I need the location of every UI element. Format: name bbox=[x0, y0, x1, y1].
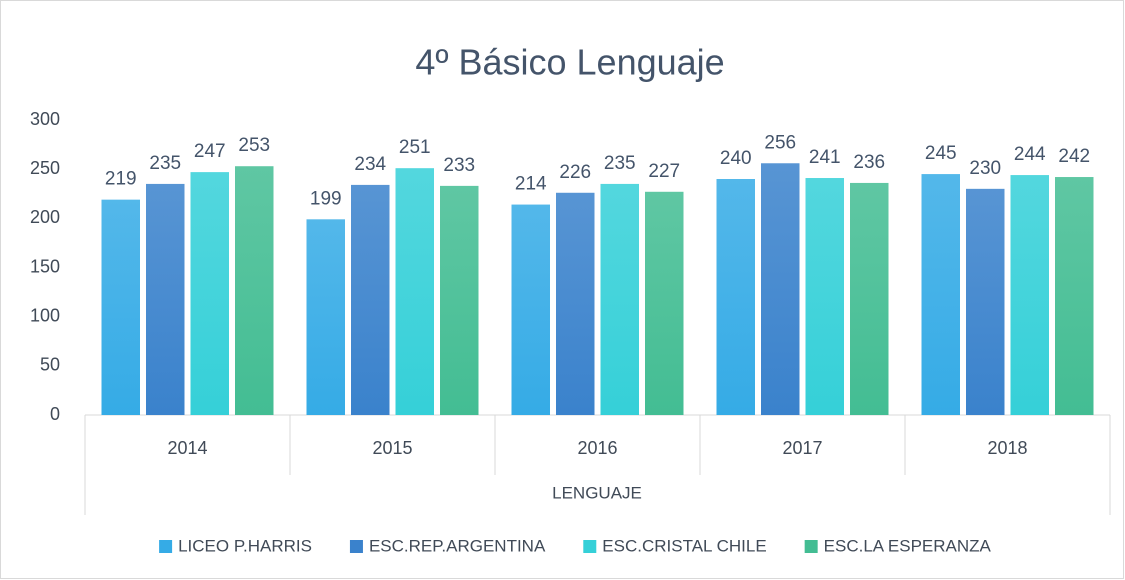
value-label: 199 bbox=[310, 188, 342, 209]
value-label: 219 bbox=[105, 169, 137, 190]
bar bbox=[440, 185, 479, 415]
value-label: 234 bbox=[354, 154, 386, 175]
bar bbox=[805, 178, 844, 415]
x-tick-label: 2017 bbox=[782, 438, 822, 458]
value-label: 233 bbox=[443, 155, 475, 176]
value-label: 251 bbox=[399, 137, 431, 158]
bar bbox=[146, 183, 185, 415]
value-label: 214 bbox=[515, 174, 547, 195]
bar bbox=[511, 204, 550, 415]
bar bbox=[921, 174, 960, 415]
bar bbox=[306, 219, 345, 415]
bar bbox=[190, 172, 229, 415]
legend-label: ESC.CRISTAL CHILE bbox=[602, 536, 766, 555]
bar bbox=[395, 168, 434, 415]
value-label: 230 bbox=[969, 158, 1001, 179]
x-axis-label: LENGUAJE bbox=[552, 483, 642, 502]
bar bbox=[1055, 177, 1094, 415]
bar bbox=[1010, 175, 1049, 415]
value-label: 241 bbox=[809, 147, 841, 168]
value-label: 256 bbox=[764, 132, 796, 153]
value-label: 227 bbox=[648, 161, 680, 182]
y-tick-label: 50 bbox=[40, 355, 60, 375]
bar bbox=[850, 182, 889, 415]
legend-swatch bbox=[349, 540, 363, 553]
y-tick-label: 250 bbox=[30, 158, 60, 178]
bar bbox=[600, 183, 639, 415]
x-tick-label: 2015 bbox=[372, 438, 412, 458]
value-label: 244 bbox=[1014, 144, 1046, 165]
value-label: 235 bbox=[604, 153, 636, 174]
chart-title: 4º Básico Lenguaje bbox=[415, 42, 724, 83]
bar bbox=[235, 166, 274, 415]
legend-label: LICEO P.HARRIS bbox=[178, 536, 312, 555]
y-tick-label: 100 bbox=[30, 305, 60, 325]
bar bbox=[966, 188, 1005, 415]
legend-item: LICEO P.HARRIS bbox=[159, 536, 312, 555]
x-tick-label: 2016 bbox=[577, 438, 617, 458]
value-label: 226 bbox=[559, 162, 591, 183]
legend-label: ESC.LA ESPERANZA bbox=[824, 536, 992, 555]
bar bbox=[761, 163, 800, 415]
x-tick-label: 2014 bbox=[167, 438, 207, 458]
legend-swatch bbox=[583, 540, 597, 553]
y-tick-label: 300 bbox=[30, 109, 60, 129]
bar bbox=[351, 184, 390, 415]
legend-item: ESC.LA ESPERANZA bbox=[804, 536, 992, 555]
value-label: 253 bbox=[238, 135, 270, 156]
bar bbox=[645, 191, 684, 415]
legend-item: ESC.CRISTAL CHILE bbox=[583, 536, 767, 555]
y-tick-label: 150 bbox=[30, 256, 60, 276]
bar bbox=[101, 199, 140, 415]
value-label: 240 bbox=[720, 148, 752, 169]
value-label: 235 bbox=[149, 153, 181, 174]
value-label: 247 bbox=[194, 141, 226, 162]
bar bbox=[556, 192, 595, 415]
value-label: 245 bbox=[925, 143, 957, 164]
legend-label: ESC.REP.ARGENTINA bbox=[369, 536, 546, 555]
legend-swatch bbox=[159, 540, 173, 553]
x-tick-label: 2018 bbox=[987, 438, 1027, 458]
bar bbox=[716, 179, 755, 415]
y-tick-label: 0 bbox=[50, 404, 60, 424]
value-label: 236 bbox=[853, 152, 885, 173]
y-tick-label: 200 bbox=[30, 207, 60, 227]
legend-swatch bbox=[804, 540, 818, 553]
legend-item: ESC.REP.ARGENTINA bbox=[349, 536, 546, 555]
value-label: 242 bbox=[1058, 146, 1090, 167]
